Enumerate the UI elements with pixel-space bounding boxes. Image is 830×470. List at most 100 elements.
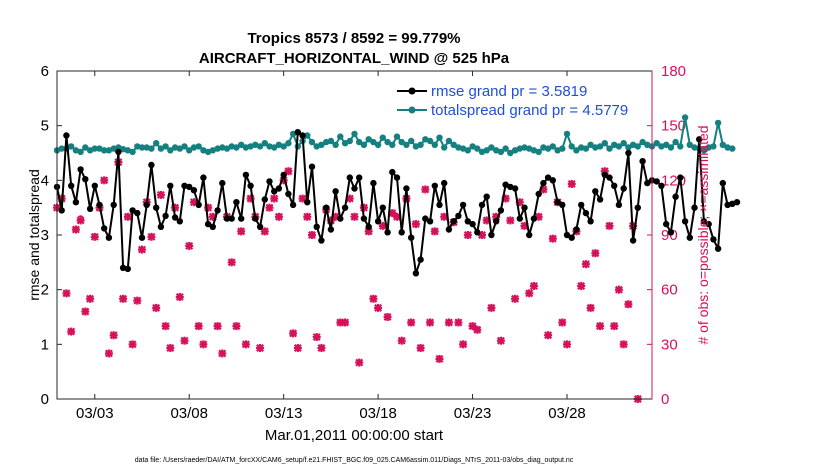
rmse-point bbox=[488, 231, 495, 239]
rmse-point bbox=[582, 209, 590, 217]
obs-assimilated-marker bbox=[383, 313, 392, 321]
totalspread-point bbox=[384, 138, 391, 146]
x-tick-label: 03/28 bbox=[548, 405, 586, 422]
y-tick-label-right: 30 bbox=[661, 336, 678, 353]
totalspread-point bbox=[82, 144, 89, 151]
rmse-point bbox=[77, 166, 84, 173]
totalspread-point bbox=[596, 143, 604, 150]
rmse-point bbox=[115, 148, 122, 156]
totalspread-point bbox=[663, 141, 670, 148]
rmse-point bbox=[214, 207, 221, 214]
totalspread-point bbox=[483, 147, 490, 154]
totalspread-point bbox=[360, 141, 368, 148]
rmse-point bbox=[370, 179, 377, 187]
obs-assimilated-marker bbox=[109, 331, 118, 340]
rmse-series-group bbox=[53, 129, 741, 277]
totalspread-point bbox=[332, 141, 339, 148]
obs-assimilated-marker bbox=[138, 245, 146, 254]
rmse-point bbox=[91, 182, 99, 189]
totalspread-point bbox=[398, 138, 405, 146]
rmse-point bbox=[332, 188, 339, 195]
totalspread-point bbox=[431, 141, 438, 148]
totalspread-point bbox=[615, 143, 623, 150]
totalspread-point bbox=[488, 144, 495, 151]
obs-assimilated-marker bbox=[123, 212, 132, 221]
rmse-point bbox=[691, 204, 698, 211]
rmse-point bbox=[58, 207, 65, 214]
obs-assimilated-marker bbox=[355, 358, 364, 367]
rmse-point bbox=[233, 199, 240, 206]
rmse-point bbox=[86, 205, 94, 212]
rmse-point bbox=[540, 179, 547, 187]
rmse-point bbox=[365, 223, 372, 230]
rmse-point bbox=[105, 234, 113, 241]
obs-assimilated-marker bbox=[71, 225, 80, 234]
rmse-point bbox=[96, 201, 103, 209]
rmse-point bbox=[719, 179, 726, 187]
rmse-point bbox=[209, 223, 216, 230]
rmse-point bbox=[285, 190, 292, 198]
rmse-point bbox=[346, 174, 353, 181]
rmse-point bbox=[714, 245, 722, 252]
obs-assimilated-marker bbox=[161, 322, 170, 331]
obs-assimilated-marker bbox=[128, 340, 137, 349]
obs-assimilated-marker bbox=[563, 340, 571, 349]
totalspread-point bbox=[450, 141, 457, 148]
obs-assimilated-marker bbox=[289, 329, 298, 338]
obs-assimilated-marker bbox=[256, 343, 265, 352]
obs-assimilated-marker bbox=[270, 194, 279, 203]
obs-assimilated-marker bbox=[194, 322, 203, 331]
rmse-point bbox=[620, 185, 627, 192]
totalspread-point bbox=[252, 141, 259, 148]
obs-assimilated-marker bbox=[596, 322, 605, 331]
obs-assimilated-marker bbox=[232, 322, 241, 331]
totalspread-point bbox=[634, 143, 641, 150]
x-axis-label: Mar.01,2011 00:00:00 start bbox=[265, 427, 444, 444]
obs-assimilated-marker bbox=[185, 241, 194, 250]
rmse-point bbox=[526, 231, 533, 239]
totalspread-point bbox=[58, 145, 65, 152]
rmse-point bbox=[157, 223, 165, 230]
obs-assimilated-marker bbox=[421, 185, 430, 194]
totalspread-point bbox=[530, 147, 538, 154]
obs-assimilated-marker bbox=[581, 260, 590, 269]
rmse-point bbox=[323, 204, 330, 211]
rmse-point bbox=[521, 204, 528, 211]
obs-assimilated-marker bbox=[303, 212, 312, 221]
totalspread-point bbox=[356, 138, 363, 146]
y-tick-label-left: 5 bbox=[41, 118, 49, 135]
y-axis-label-right: # of obs: o=possible; ×=assimilated bbox=[695, 125, 711, 344]
totalspread-point bbox=[422, 136, 429, 143]
rmse-point bbox=[677, 174, 684, 181]
rmse-point bbox=[587, 218, 594, 225]
totalspread-point bbox=[379, 134, 386, 141]
obs-assimilated-marker bbox=[586, 303, 595, 312]
rmse-point bbox=[629, 237, 637, 244]
y-axis-label-left: rmse and totalspread bbox=[26, 169, 42, 301]
legend-rmse-label: rmse grand pr = 3.5819 bbox=[431, 83, 587, 100]
obs-assimilated-marker bbox=[227, 258, 236, 267]
totalspread-point bbox=[351, 130, 358, 138]
totalspread-point bbox=[563, 130, 571, 138]
rmse-point bbox=[686, 234, 693, 241]
rmse-point bbox=[672, 193, 679, 200]
rmse-point bbox=[422, 215, 429, 222]
totalspread-point bbox=[403, 141, 410, 148]
obs-assimilated-marker bbox=[260, 227, 269, 236]
obs-assimilated-marker bbox=[104, 349, 113, 358]
y-tick-label-left: 6 bbox=[41, 63, 49, 80]
rmse-point bbox=[408, 234, 415, 241]
totalspread-point bbox=[129, 148, 136, 156]
totalspread-point bbox=[280, 143, 287, 150]
obs-assimilated-marker bbox=[430, 227, 439, 236]
rmse-point bbox=[412, 270, 420, 277]
rmse-point bbox=[450, 218, 457, 225]
rmse-point bbox=[426, 218, 434, 225]
rmse-point bbox=[247, 182, 254, 189]
rmse-point bbox=[478, 201, 486, 209]
rmse-point bbox=[143, 201, 150, 209]
totalspread-point bbox=[700, 147, 708, 154]
obs-possible-marker bbox=[77, 215, 84, 222]
rmse-point bbox=[563, 231, 571, 239]
